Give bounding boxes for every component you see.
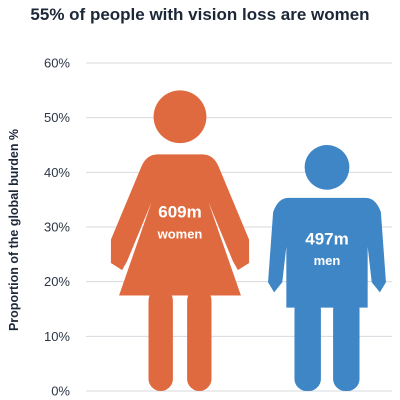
women-category-label: women xyxy=(157,227,203,242)
men-figure-leg xyxy=(294,297,321,391)
women-value-label: 609m xyxy=(158,202,201,221)
figures: 609m women 497m men xyxy=(110,90,386,391)
women-figure-leg xyxy=(148,288,173,391)
women-figure-body xyxy=(110,154,250,296)
y-tick-label: 10% xyxy=(44,329,70,344)
men-figure-body xyxy=(268,197,386,308)
women-figure-leg xyxy=(187,288,212,391)
y-tick-label: 30% xyxy=(44,220,70,235)
men-figure xyxy=(268,145,386,391)
y-tick-label: 0% xyxy=(51,384,70,399)
chart-title: 55% of people with vision loss are women xyxy=(30,5,369,24)
men-figure-head xyxy=(304,145,350,190)
y-tick-label: 40% xyxy=(44,165,70,180)
y-tick-label: 20% xyxy=(44,274,70,289)
y-tick-label: 50% xyxy=(44,110,70,125)
men-category-label: men xyxy=(314,253,341,268)
y-axis-label: Proportion of the global burden % xyxy=(7,129,21,331)
men-value-label: 497m xyxy=(305,230,348,249)
y-tick-label: 60% xyxy=(44,56,70,71)
women-figure xyxy=(110,90,250,391)
y-tick-labels: 0% 10% 20% 30% 40% 50% 60% xyxy=(44,56,70,399)
men-figure-leg xyxy=(333,297,360,391)
women-figure-head xyxy=(153,90,207,144)
